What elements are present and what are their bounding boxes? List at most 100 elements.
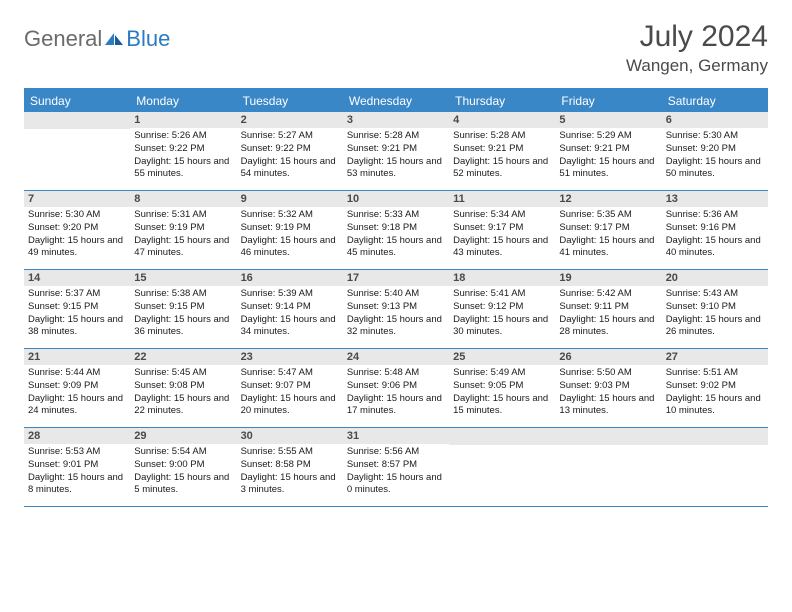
day-number: 27	[662, 349, 768, 365]
sunrise-text: Sunrise: 5:27 AM	[241, 130, 339, 143]
sunrise-text: Sunrise: 5:43 AM	[666, 288, 764, 301]
day-details: Sunrise: 5:56 AMSunset: 8:57 PMDaylight:…	[343, 444, 449, 501]
daylight-text: Daylight: 15 hours and 26 minutes.	[666, 314, 764, 340]
day-details: Sunrise: 5:28 AMSunset: 9:21 PMDaylight:…	[343, 128, 449, 185]
calendar-day-cell: 11Sunrise: 5:34 AMSunset: 9:17 PMDayligh…	[449, 191, 555, 269]
daylight-text: Daylight: 15 hours and 17 minutes.	[347, 393, 445, 419]
day-number: 24	[343, 349, 449, 365]
day-number: 19	[555, 270, 661, 286]
calendar-day-cell: 19Sunrise: 5:42 AMSunset: 9:11 PMDayligh…	[555, 270, 661, 348]
sunrise-text: Sunrise: 5:39 AM	[241, 288, 339, 301]
daylight-text: Daylight: 15 hours and 52 minutes.	[453, 156, 551, 182]
weekday-header: Thursday	[449, 90, 555, 112]
brand-logo: General Blue	[24, 26, 170, 52]
day-number: 3	[343, 112, 449, 128]
day-details: Sunrise: 5:27 AMSunset: 9:22 PMDaylight:…	[237, 128, 343, 185]
calendar-day-cell	[449, 428, 555, 506]
calendar-day-cell: 4Sunrise: 5:28 AMSunset: 9:21 PMDaylight…	[449, 112, 555, 190]
day-number	[555, 428, 661, 445]
sunrise-text: Sunrise: 5:41 AM	[453, 288, 551, 301]
daylight-text: Daylight: 15 hours and 43 minutes.	[453, 235, 551, 261]
sunrise-text: Sunrise: 5:53 AM	[28, 446, 126, 459]
sunrise-text: Sunrise: 5:30 AM	[666, 130, 764, 143]
day-number: 25	[449, 349, 555, 365]
daylight-text: Daylight: 15 hours and 46 minutes.	[241, 235, 339, 261]
sunrise-text: Sunrise: 5:30 AM	[28, 209, 126, 222]
day-details: Sunrise: 5:49 AMSunset: 9:05 PMDaylight:…	[449, 365, 555, 422]
sunrise-text: Sunrise: 5:33 AM	[347, 209, 445, 222]
daylight-text: Daylight: 15 hours and 51 minutes.	[559, 156, 657, 182]
day-number: 23	[237, 349, 343, 365]
sunset-text: Sunset: 9:21 PM	[347, 143, 445, 156]
sunrise-text: Sunrise: 5:40 AM	[347, 288, 445, 301]
calendar-day-cell	[24, 112, 130, 190]
calendar-day-cell: 20Sunrise: 5:43 AMSunset: 9:10 PMDayligh…	[662, 270, 768, 348]
daylight-text: Daylight: 15 hours and 22 minutes.	[134, 393, 232, 419]
sunrise-text: Sunrise: 5:56 AM	[347, 446, 445, 459]
sunrise-text: Sunrise: 5:37 AM	[28, 288, 126, 301]
day-number: 16	[237, 270, 343, 286]
weekday-header: Sunday	[24, 90, 130, 112]
day-details: Sunrise: 5:34 AMSunset: 9:17 PMDaylight:…	[449, 207, 555, 264]
sunset-text: Sunset: 9:19 PM	[134, 222, 232, 235]
calendar-week-row: 28Sunrise: 5:53 AMSunset: 9:01 PMDayligh…	[24, 428, 768, 507]
daylight-text: Daylight: 15 hours and 20 minutes.	[241, 393, 339, 419]
day-number	[449, 428, 555, 445]
day-number: 9	[237, 191, 343, 207]
day-number: 13	[662, 191, 768, 207]
location-label: Wangen, Germany	[626, 56, 768, 76]
calendar-week-row: 7Sunrise: 5:30 AMSunset: 9:20 PMDaylight…	[24, 191, 768, 270]
sunrise-text: Sunrise: 5:49 AM	[453, 367, 551, 380]
sunset-text: Sunset: 9:17 PM	[559, 222, 657, 235]
day-number: 7	[24, 191, 130, 207]
daylight-text: Daylight: 15 hours and 34 minutes.	[241, 314, 339, 340]
page-header: General Blue July 2024 Wangen, Germany	[24, 20, 768, 76]
day-details: Sunrise: 5:30 AMSunset: 9:20 PMDaylight:…	[662, 128, 768, 185]
sunset-text: Sunset: 9:16 PM	[666, 222, 764, 235]
sunset-text: Sunset: 9:22 PM	[241, 143, 339, 156]
weekday-header-row: Sunday Monday Tuesday Wednesday Thursday…	[24, 90, 768, 112]
sunrise-text: Sunrise: 5:31 AM	[134, 209, 232, 222]
daylight-text: Daylight: 15 hours and 47 minutes.	[134, 235, 232, 261]
sunset-text: Sunset: 9:20 PM	[28, 222, 126, 235]
sunrise-text: Sunrise: 5:38 AM	[134, 288, 232, 301]
calendar-day-cell: 21Sunrise: 5:44 AMSunset: 9:09 PMDayligh…	[24, 349, 130, 427]
sunset-text: Sunset: 9:19 PM	[241, 222, 339, 235]
day-details: Sunrise: 5:45 AMSunset: 9:08 PMDaylight:…	[130, 365, 236, 422]
sunset-text: Sunset: 8:57 PM	[347, 459, 445, 472]
day-number: 12	[555, 191, 661, 207]
day-number: 5	[555, 112, 661, 128]
calendar-day-cell: 2Sunrise: 5:27 AMSunset: 9:22 PMDaylight…	[237, 112, 343, 190]
day-number: 20	[662, 270, 768, 286]
day-details: Sunrise: 5:29 AMSunset: 9:21 PMDaylight:…	[555, 128, 661, 185]
calendar-day-cell: 5Sunrise: 5:29 AMSunset: 9:21 PMDaylight…	[555, 112, 661, 190]
daylight-text: Daylight: 15 hours and 55 minutes.	[134, 156, 232, 182]
sunset-text: Sunset: 9:06 PM	[347, 380, 445, 393]
day-number: 28	[24, 428, 130, 444]
sunset-text: Sunset: 9:02 PM	[666, 380, 764, 393]
sunset-text: Sunset: 9:21 PM	[559, 143, 657, 156]
day-number: 26	[555, 349, 661, 365]
sail-icon	[104, 32, 124, 46]
weekday-header: Saturday	[662, 90, 768, 112]
day-number: 2	[237, 112, 343, 128]
month-title: July 2024	[626, 20, 768, 54]
sunrise-text: Sunrise: 5:34 AM	[453, 209, 551, 222]
daylight-text: Daylight: 15 hours and 49 minutes.	[28, 235, 126, 261]
sunset-text: Sunset: 9:09 PM	[28, 380, 126, 393]
day-details: Sunrise: 5:42 AMSunset: 9:11 PMDaylight:…	[555, 286, 661, 343]
sunrise-text: Sunrise: 5:28 AM	[453, 130, 551, 143]
day-number: 30	[237, 428, 343, 444]
calendar-day-cell	[662, 428, 768, 506]
calendar-week-row: 14Sunrise: 5:37 AMSunset: 9:15 PMDayligh…	[24, 270, 768, 349]
day-details: Sunrise: 5:35 AMSunset: 9:17 PMDaylight:…	[555, 207, 661, 264]
calendar-day-cell: 1Sunrise: 5:26 AMSunset: 9:22 PMDaylight…	[130, 112, 236, 190]
day-number: 8	[130, 191, 236, 207]
sunset-text: Sunset: 9:11 PM	[559, 301, 657, 314]
weekday-header: Friday	[555, 90, 661, 112]
sunrise-text: Sunrise: 5:32 AM	[241, 209, 339, 222]
sunrise-text: Sunrise: 5:26 AM	[134, 130, 232, 143]
sunset-text: Sunset: 9:20 PM	[666, 143, 764, 156]
weekday-header: Wednesday	[343, 90, 449, 112]
calendar-day-cell: 14Sunrise: 5:37 AMSunset: 9:15 PMDayligh…	[24, 270, 130, 348]
